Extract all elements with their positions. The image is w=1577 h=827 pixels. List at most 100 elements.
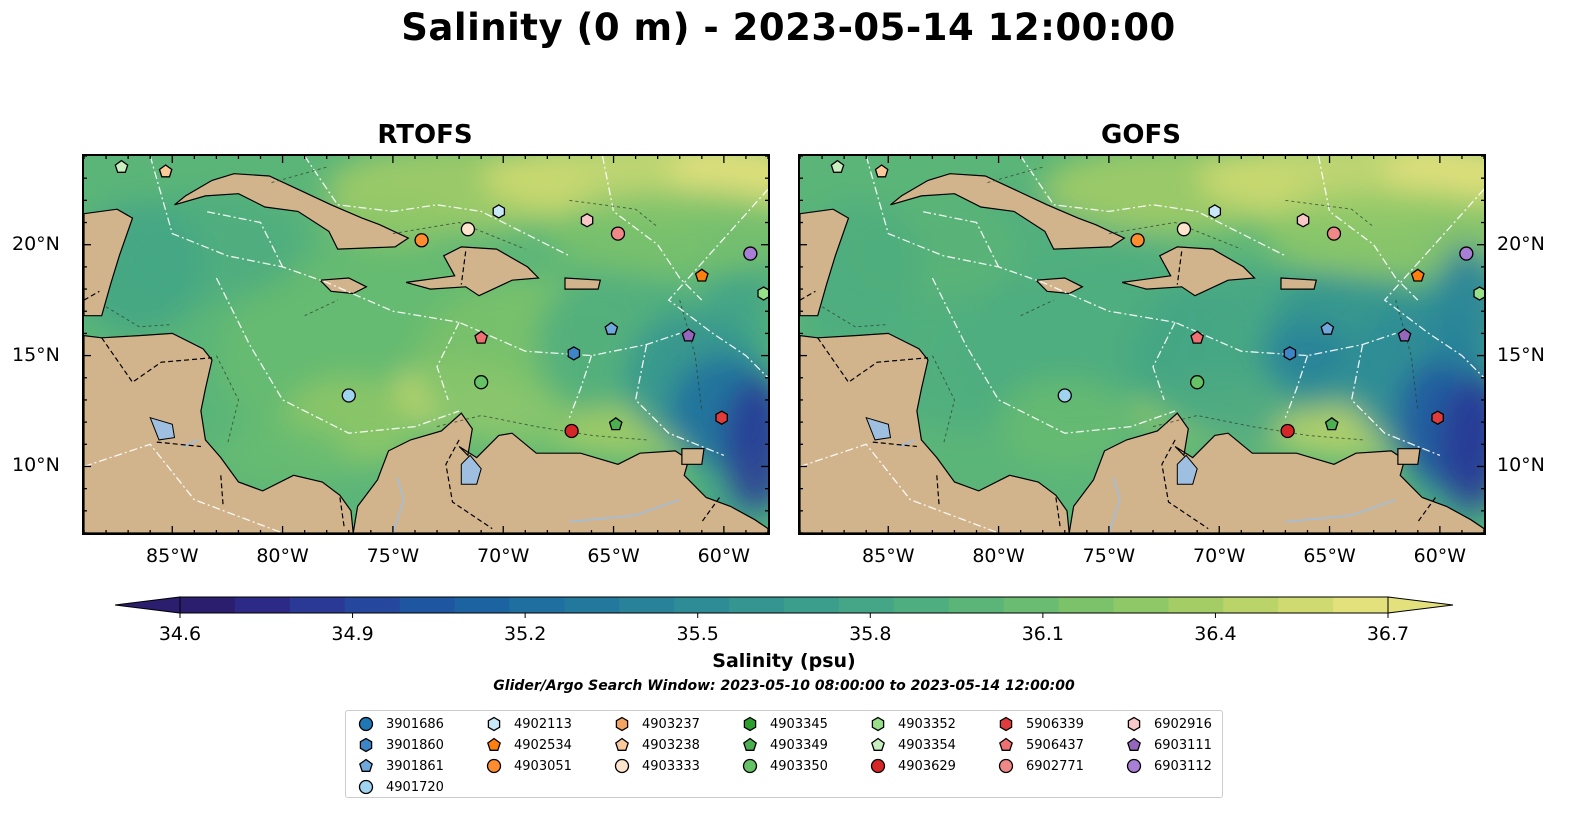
river: [1108, 477, 1121, 533]
hexagon-marker-icon: [743, 716, 757, 732]
float-marker-3901861: [1320, 321, 1335, 335]
lat-tick-label-right: 10°N: [1497, 454, 1545, 477]
map-panel-gofs[interactable]: [798, 154, 1486, 535]
lon-tick-label-right: 80°W: [972, 545, 1025, 567]
maritime-boundary: [149, 156, 680, 357]
river: [569, 498, 680, 523]
colorbar-outline: [179, 596, 1389, 614]
legend-marker: [999, 737, 1013, 751]
float-marker-4903051: [414, 233, 429, 248]
bathymetry-contour: [215, 355, 240, 445]
colorbar-tick-label: 36.7: [1366, 623, 1410, 645]
legend-item-4902534: 4902534: [486, 735, 572, 755]
lake-maracaibo: [1176, 454, 1198, 485]
legend-item-3901860: 3901860: [358, 735, 444, 755]
colorbar-segment: [1278, 597, 1334, 613]
land-central-america: [800, 332, 1070, 533]
float-marker-5906437: [1190, 330, 1205, 344]
maritime-boundary: [1383, 188, 1484, 379]
land-central-america: [84, 332, 354, 533]
circle-marker-icon: [614, 758, 630, 774]
float-marker-4903354: [114, 159, 129, 173]
legend-marker: [615, 737, 629, 751]
legend-item-6902771: 6902771: [998, 756, 1084, 776]
legend-label: 5906339: [1026, 716, 1084, 732]
colorbar-segment: [619, 597, 675, 613]
pentagon-marker-icon: [1127, 737, 1141, 751]
maritime-boundary: [84, 443, 283, 533]
country-border: [1417, 497, 1436, 523]
float-marker-4903238: [874, 164, 889, 178]
maritime-boundary: [921, 210, 1000, 268]
lon-tick-label-left: 85°W: [146, 545, 199, 567]
maritime-boundary: [1152, 322, 1176, 401]
country-border: [1161, 439, 1209, 530]
panel-title-gofs: GOFS: [1101, 120, 1181, 150]
float-marker-4903629: [1280, 423, 1295, 439]
lon-tick-label-left: 60°W: [697, 545, 751, 567]
legend-item-5906437: 5906437: [998, 735, 1084, 755]
bathymetry-contour: [679, 299, 703, 412]
float-marker-4902534: [1410, 268, 1425, 282]
colorbar-segment: [180, 597, 236, 613]
colorbar-segment: [289, 597, 346, 613]
legend-marker: [743, 716, 757, 732]
legend-item-4903345: 4903345: [742, 714, 828, 734]
legend-label: 4903350: [770, 758, 828, 774]
float-marker-4903350: [1190, 375, 1205, 390]
map-panel-rtofs[interactable]: [82, 154, 770, 535]
country-border: [339, 497, 345, 529]
float-marker-4903349: [608, 416, 623, 431]
colorbar-tick-label: 36.1: [1021, 623, 1064, 645]
bathymetry-contour: [1108, 221, 1242, 250]
colorbar-segment: [1168, 597, 1224, 613]
float-marker-4903352: [757, 286, 768, 301]
maritime-boundary: [667, 188, 768, 379]
colorbar-segment: [1223, 597, 1279, 613]
float-marker-6902916: [580, 213, 594, 228]
land-puerto-rico: [1280, 277, 1318, 290]
bathymetry-contour: [1020, 299, 1054, 317]
float-marker-4901720: [341, 388, 356, 403]
colorbar: [115, 596, 1454, 618]
maritime-boundary: [205, 210, 284, 268]
colorbar-tick-label: 34.6: [158, 623, 202, 645]
legend-marker: [358, 716, 374, 732]
legend-marker: [358, 779, 374, 795]
maritime-boundary: [800, 443, 999, 533]
legend-label: 6903112: [1154, 758, 1212, 774]
colorbar-tick-label: 34.9: [331, 623, 374, 645]
float-marker-6903112: [1459, 246, 1474, 261]
bathymetry-contour: [304, 299, 338, 317]
legend-item-4903352: 4903352: [870, 714, 956, 734]
colorbar-tick-label: 35.5: [676, 623, 719, 645]
lat-tick-label-right: 15°N: [1497, 343, 1545, 366]
legend-label: 4901720: [386, 779, 444, 795]
legend-marker: [1127, 737, 1141, 751]
bathymetry-contour: [392, 221, 526, 250]
float-marker-3901860: [567, 346, 581, 361]
legend-label: 6903111: [1154, 737, 1212, 753]
legend-item-3901686: 3901686: [358, 714, 444, 734]
float-marker-3901860: [1283, 346, 1297, 361]
pentagon-marker-icon: [359, 758, 373, 772]
country-border: [701, 497, 720, 523]
legend-item-4903629: 4903629: [870, 756, 956, 776]
legend-label: 3901860: [386, 737, 444, 753]
lon-tick-label-left: 75°W: [366, 545, 420, 567]
legend-item-3901861: 3901861: [358, 756, 444, 776]
maritime-boundary: [436, 322, 460, 401]
float-marker-6902771: [1326, 226, 1342, 241]
legend-label: 3901861: [386, 758, 444, 774]
legend-item-4903354: 4903354: [870, 735, 956, 755]
colorbar-segment: [509, 597, 565, 613]
legend-label: 4903051: [514, 758, 572, 774]
colorbar-segment: [1333, 597, 1389, 613]
country-border: [101, 337, 213, 384]
pentagon-marker-icon: [615, 737, 629, 751]
lon-tick-label-left: 70°W: [476, 545, 530, 567]
land-trinidad: [1397, 448, 1421, 465]
hexagon-marker-icon: [487, 716, 501, 732]
colorbar-segment: [234, 597, 291, 613]
legend-item-4903238: 4903238: [614, 735, 700, 755]
